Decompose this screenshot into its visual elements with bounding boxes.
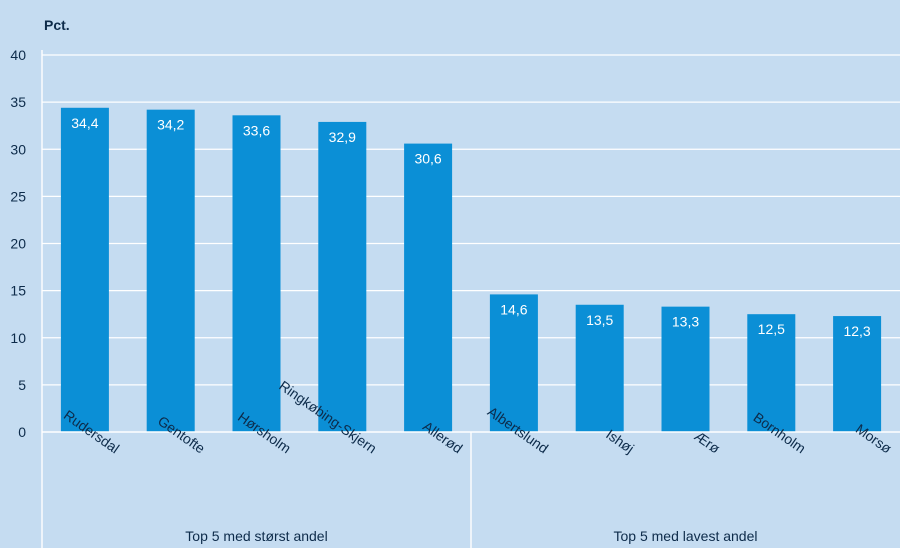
y-axis-label: Pct. — [44, 17, 70, 33]
y-tick-label: 10 — [10, 330, 26, 346]
bar-value-labels: 34,4 34,2 33,6 32,9 30,6 14,6 13,5 13,3 12,5 12,3 — [71, 115, 871, 339]
bar-value-label: 12,5 — [758, 321, 785, 337]
bar-Ishøj — [575, 304, 624, 432]
bar-value-label: 13,5 — [586, 312, 613, 328]
x-tick-label: Ishøj — [603, 426, 637, 457]
bar-Allerød — [404, 143, 453, 432]
y-tick-label: 15 — [10, 283, 26, 299]
bar-Albertslund — [489, 294, 538, 432]
bar-Bornholm — [747, 314, 796, 432]
group-label: Top 5 med størst andel — [185, 528, 327, 544]
y-tick-label: 35 — [10, 94, 26, 110]
bar-value-label: 30,6 — [414, 151, 441, 167]
bar-value-label: 14,6 — [500, 301, 527, 317]
bar-Hørsholm — [232, 115, 281, 432]
bar-Ringkøbing-Skjern — [318, 121, 367, 432]
y-tick-label: 5 — [18, 377, 26, 393]
bar-value-label: 34,2 — [157, 117, 184, 133]
bar-Gentofte — [146, 109, 195, 432]
bar-value-label: 12,3 — [843, 323, 870, 339]
y-tick-label: 0 — [18, 424, 26, 440]
bars — [60, 107, 882, 432]
y-tick-label: 20 — [10, 236, 26, 252]
bar-value-label: 13,3 — [672, 314, 699, 330]
y-tick-label: 40 — [10, 47, 26, 63]
group-label: Top 5 med lavest andel — [614, 528, 758, 544]
bar-Morsø — [833, 316, 882, 432]
bar-Ærø — [661, 306, 710, 432]
y-tick-label: 25 — [10, 188, 26, 204]
bar-Rudersdal — [60, 107, 109, 432]
bar-value-label: 32,9 — [329, 129, 356, 145]
y-tick-label: 30 — [10, 141, 26, 157]
bar-value-label: 34,4 — [71, 115, 98, 131]
bar-value-label: 33,6 — [243, 122, 270, 138]
